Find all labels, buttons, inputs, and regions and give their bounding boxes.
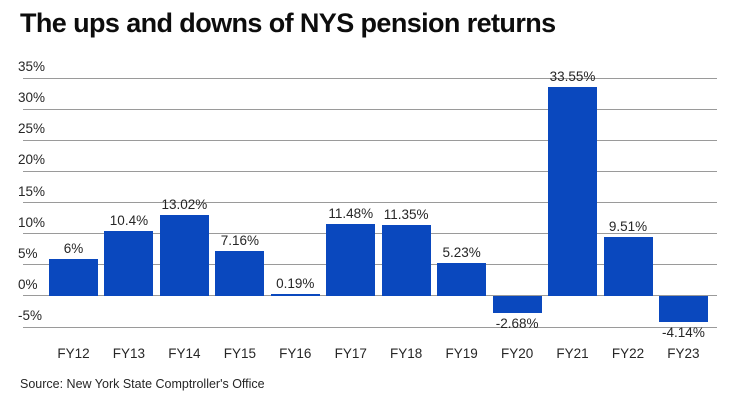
bar-value-label-FY17: 11.48% [328,206,374,222]
y-tick-label-20: 20% [18,152,46,168]
bar-value-label-FY20: -2.68% [495,315,539,331]
x-tick-label-FY12: FY12 [57,346,90,361]
y-tick-label-0: 0% [18,276,38,292]
bar-FY16 [270,294,320,296]
x-tick-label-FY14: FY14 [168,346,201,361]
gridline-20 [23,170,717,172]
y-tick-label-35: 35% [18,59,46,74]
bar-value-label-FY23: -4.14% [662,324,705,340]
x-tick-label-FY23: FY23 [667,346,700,361]
gridline-35 [23,77,717,79]
x-tick-label-FY18: FY18 [390,346,423,361]
bar-value-label-FY12: 6% [63,240,84,256]
gridline--5 [23,326,717,328]
bar-FY17 [326,224,376,296]
y-tick-label-5: 5% [18,245,38,261]
bar-FY21 [548,87,598,296]
x-tick-label-FY20: FY20 [500,346,534,361]
x-tick-label-FY15: FY15 [223,346,256,361]
gridline-15 [23,202,717,203]
source-note: Source: New York State Comptroller's Off… [20,377,265,391]
y-tick-label-10: 10% [18,214,46,230]
gridline-30 [23,108,717,110]
bar-FY19 [437,263,487,296]
bar-FY18 [381,225,431,296]
x-tick-label-FY19: FY19 [445,346,478,361]
bar-value-label-FY18: 11.35% [383,207,429,223]
bar-FY22 [603,236,653,296]
bar-value-label-FY16: 0.19% [276,276,315,292]
y-tick-label-25: 25% [18,121,46,137]
x-tick-label-FY22: FY22 [611,346,645,361]
x-tick-label-FY13: FY13 [112,346,146,361]
y-tick-label-30: 30% [18,90,46,106]
gridline-25 [23,139,717,141]
bar-value-label-FY14: 13.02% [161,196,208,212]
bar-value-label-FY21: 33.55% [549,69,596,85]
x-tick-label-FY17: FY17 [334,346,367,361]
x-tick-label-FY16: FY16 [279,346,312,361]
bar-value-label-FY22: 9.51% [608,218,648,234]
y-tick-label-15: 15% [18,183,46,199]
x-tick-label-FY21: FY21 [556,346,589,361]
bar-FY13 [104,231,154,296]
bar-FY14 [159,214,209,296]
y-tick-label--5: -5% [18,308,43,323]
bar-FY23 [658,295,708,322]
bar-value-label-FY15: 7.16% [220,233,259,249]
gridline-0 [23,295,717,297]
bar-FY15 [215,251,265,296]
bar-FY12 [49,258,98,296]
plot-area [23,77,717,328]
bar-value-label-FY13: 10.4% [109,213,149,229]
chart-title: The ups and downs of NYS pension returns [20,8,556,38]
bar-FY20 [492,295,542,313]
bar-value-label-FY19: 5.23% [442,245,481,261]
